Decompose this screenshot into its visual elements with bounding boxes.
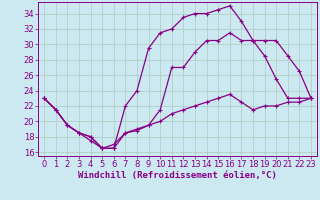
X-axis label: Windchill (Refroidissement éolien,°C): Windchill (Refroidissement éolien,°C) (78, 171, 277, 180)
